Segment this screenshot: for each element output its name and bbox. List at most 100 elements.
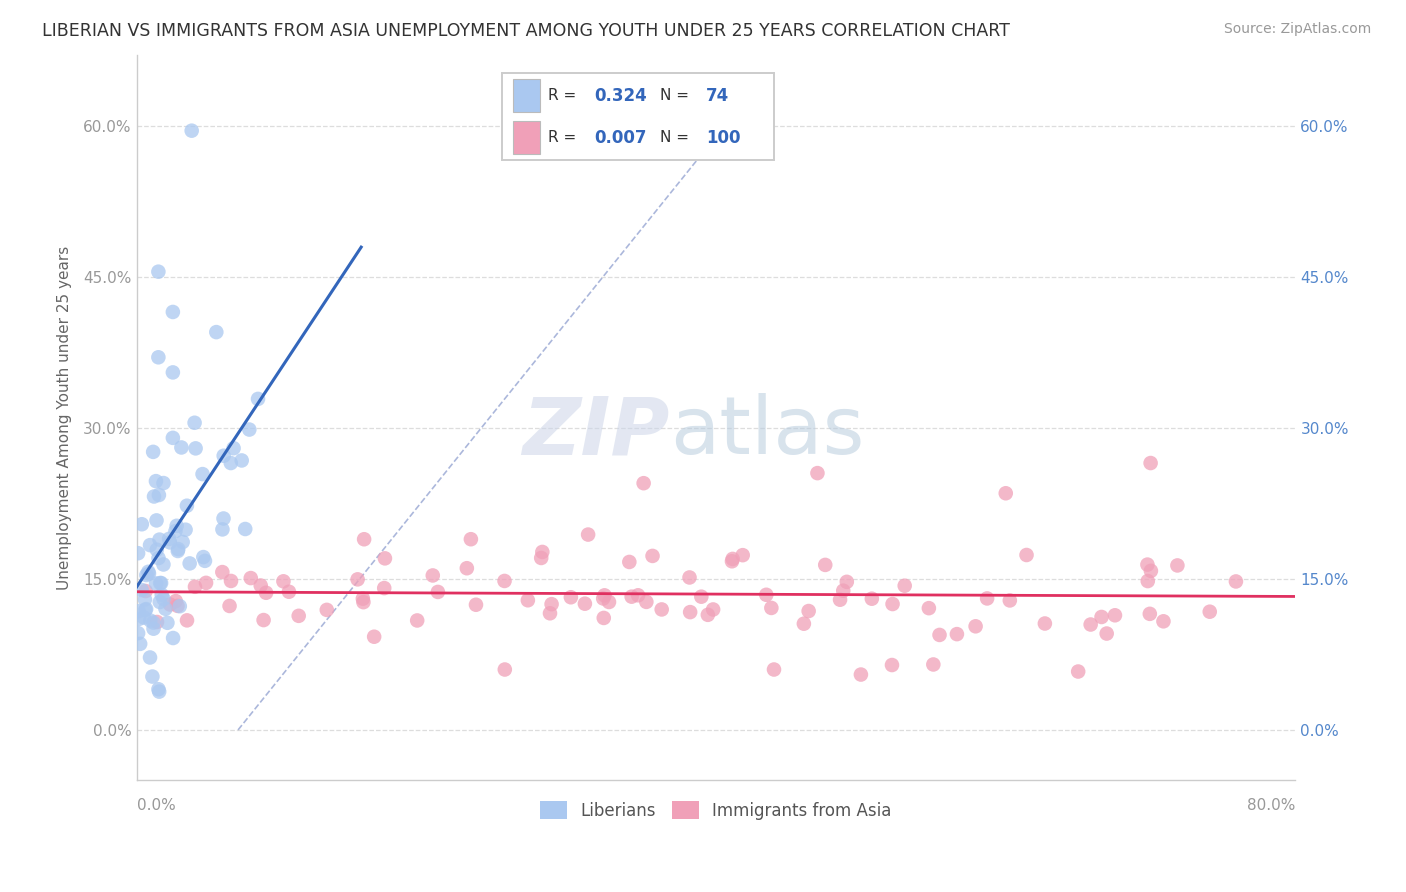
Point bbox=[352, 591, 374, 606]
Point bbox=[592, 591, 614, 606]
Point bbox=[139, 538, 162, 552]
Point bbox=[205, 325, 228, 339]
Point bbox=[965, 619, 987, 633]
Point bbox=[148, 488, 170, 502]
Point bbox=[148, 682, 170, 697]
Point bbox=[679, 605, 702, 619]
Point bbox=[218, 599, 240, 613]
Point bbox=[797, 604, 820, 618]
Point bbox=[592, 611, 614, 625]
Point bbox=[762, 663, 785, 677]
Text: atlas: atlas bbox=[669, 393, 865, 471]
Point bbox=[352, 595, 374, 609]
Point bbox=[721, 552, 744, 566]
Point bbox=[998, 593, 1021, 607]
Point bbox=[976, 591, 998, 606]
Point bbox=[1067, 665, 1090, 679]
Point bbox=[426, 585, 449, 599]
Point bbox=[162, 431, 184, 445]
Point bbox=[755, 588, 778, 602]
Point bbox=[143, 490, 166, 504]
Point bbox=[159, 535, 181, 549]
Point bbox=[1152, 615, 1174, 629]
Point bbox=[793, 616, 815, 631]
Point bbox=[1139, 456, 1161, 470]
Point bbox=[353, 533, 375, 547]
Point bbox=[1225, 574, 1247, 589]
Point bbox=[620, 590, 643, 604]
Point bbox=[946, 627, 969, 641]
Point bbox=[148, 684, 170, 698]
Point bbox=[142, 445, 165, 459]
Point bbox=[148, 265, 170, 279]
Legend: Liberians, Immigrants from Asia: Liberians, Immigrants from Asia bbox=[534, 795, 898, 826]
Point bbox=[152, 558, 174, 572]
Point bbox=[633, 476, 655, 491]
Point bbox=[166, 599, 188, 613]
Point bbox=[690, 590, 713, 604]
Point bbox=[576, 527, 599, 541]
Point bbox=[127, 546, 149, 560]
Point bbox=[191, 467, 214, 481]
Point bbox=[166, 544, 188, 558]
Point bbox=[619, 555, 641, 569]
Point bbox=[1136, 558, 1159, 572]
Point bbox=[374, 551, 396, 566]
Point bbox=[145, 513, 167, 527]
Point bbox=[880, 658, 903, 673]
Point bbox=[179, 557, 201, 571]
Point bbox=[162, 631, 184, 645]
Point bbox=[233, 522, 256, 536]
Point bbox=[152, 592, 174, 607]
Point bbox=[180, 123, 202, 137]
Point bbox=[231, 453, 253, 467]
Point bbox=[456, 561, 478, 575]
Point bbox=[149, 595, 172, 609]
Point bbox=[731, 548, 754, 562]
Point bbox=[239, 571, 262, 585]
Point bbox=[139, 614, 162, 628]
Point bbox=[169, 599, 191, 614]
Point bbox=[315, 603, 337, 617]
Point bbox=[702, 602, 724, 616]
Point bbox=[156, 615, 179, 630]
Point bbox=[150, 588, 173, 602]
Point bbox=[142, 615, 165, 630]
Point bbox=[135, 584, 157, 599]
Point bbox=[1139, 607, 1161, 621]
Point bbox=[893, 579, 915, 593]
Point bbox=[149, 576, 172, 591]
Point bbox=[166, 518, 188, 533]
Point bbox=[219, 574, 242, 588]
Point bbox=[139, 650, 162, 665]
Point bbox=[538, 607, 561, 621]
Point bbox=[252, 613, 274, 627]
Point bbox=[636, 595, 658, 609]
Point bbox=[176, 613, 198, 627]
Point bbox=[195, 575, 218, 590]
Point bbox=[222, 441, 245, 455]
Point bbox=[593, 588, 616, 602]
Point bbox=[530, 551, 553, 566]
Point bbox=[249, 578, 271, 592]
Point bbox=[1080, 617, 1102, 632]
Point bbox=[146, 542, 169, 557]
Point bbox=[1140, 564, 1163, 578]
Point bbox=[1015, 548, 1038, 562]
Point bbox=[150, 576, 173, 591]
Point bbox=[155, 601, 177, 615]
Point bbox=[212, 511, 235, 525]
Point bbox=[134, 592, 156, 607]
Point bbox=[540, 597, 562, 611]
Point bbox=[287, 608, 309, 623]
Point bbox=[678, 570, 700, 584]
Point bbox=[346, 572, 368, 586]
Point bbox=[176, 499, 198, 513]
Point bbox=[184, 442, 207, 456]
Point bbox=[994, 486, 1017, 500]
Point bbox=[832, 583, 855, 598]
Point bbox=[574, 597, 596, 611]
Point bbox=[148, 351, 170, 365]
Point bbox=[148, 551, 170, 566]
Point bbox=[363, 630, 385, 644]
